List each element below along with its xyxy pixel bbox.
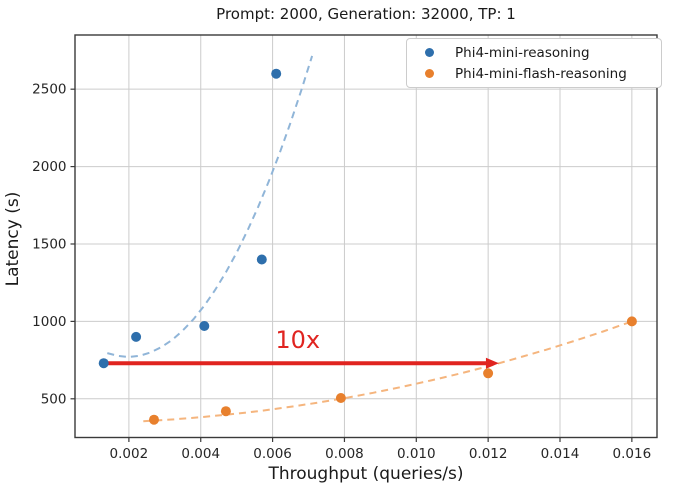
y-axis-label: Latency (s) [3, 191, 23, 287]
y-tick-label: 1000 [32, 314, 66, 330]
legend-entry-phi4-mini-flash-reasoning: Phi4-mini-flash-reasoning [407, 63, 661, 84]
legend-marker-blue-dot-icon [425, 48, 434, 57]
data-point-Phi4-mini-reasoning [98, 358, 109, 369]
speedup-annotation-text: 10x [275, 326, 320, 354]
legend: Phi4-mini-reasoning Phi4-mini-flash-reas… [406, 38, 662, 88]
plot-spines [74, 34, 658, 439]
legend-marker-orange-dot-icon [425, 69, 434, 78]
x-axis-label: Throughput (queries/s) [268, 464, 464, 484]
y-tick-label: 2000 [32, 159, 66, 175]
data-point-Phi4-mini-flash-reasoning [626, 316, 637, 327]
x-tick-label: 0.008 [325, 446, 364, 462]
y-tick-label: 1500 [32, 236, 66, 252]
legend-label: Phi4-mini-reasoning [455, 44, 590, 61]
data-point-Phi4-mini-reasoning [271, 68, 282, 79]
x-tick-label: 0.012 [469, 446, 508, 462]
data-point-Phi4-mini-flash-reasoning [335, 393, 346, 403]
x-tick-label: 0.004 [181, 446, 220, 462]
y-tick-label: 500 [41, 391, 67, 407]
x-tick-label: 0.016 [613, 446, 652, 462]
x-tick-label: 0.010 [397, 446, 436, 462]
x-tick-label: 0.014 [541, 446, 580, 462]
y-tick-label: 2500 [32, 82, 66, 98]
x-tick-label: 0.006 [253, 446, 292, 462]
data-point-Phi4-mini-flash-reasoning [220, 406, 231, 417]
data-point-Phi4-mini-flash-reasoning [483, 368, 494, 379]
data-point-Phi4-mini-reasoning [256, 254, 267, 265]
data-point-Phi4-mini-flash-reasoning [149, 414, 159, 425]
speedup-arrowhead-icon [485, 357, 499, 369]
trend-line-Phi4-mini-flash-reasoning [143, 320, 633, 423]
chart-title: Prompt: 2000, Generation: 32000, TP: 1 [216, 5, 516, 23]
legend-entry-phi4-mini-reasoning: Phi4-mini-reasoning [407, 42, 661, 63]
x-tick-label: 0.002 [110, 446, 149, 462]
trend-line-Phi4-mini-reasoning [107, 55, 314, 359]
data-point-Phi4-mini-reasoning [199, 321, 210, 331]
legend-label: Phi4-mini-flash-reasoning [455, 65, 627, 82]
data-point-Phi4-mini-reasoning [131, 331, 142, 342]
